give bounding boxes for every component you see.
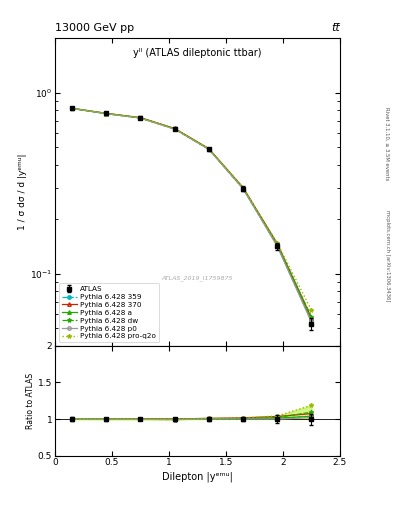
Line: Pythia 6.428 p0: Pythia 6.428 p0 — [70, 106, 313, 324]
Pythia 6.428 p0 — [241, 186, 245, 192]
Pythia 6.428 p0 — [138, 115, 143, 121]
Y-axis label: Ratio to ATLAS: Ratio to ATLAS — [26, 373, 35, 429]
Pythia 6.428 370 — [173, 125, 177, 132]
Pythia 6.428 359 — [173, 126, 177, 132]
Pythia 6.428 pro-q2o — [104, 111, 108, 117]
Pythia 6.428 dw — [207, 146, 211, 153]
Pythia 6.428 a — [241, 185, 245, 191]
Pythia 6.428 359 — [207, 146, 211, 153]
Pythia 6.428 p0 — [104, 111, 108, 117]
Pythia 6.428 a — [104, 111, 108, 117]
Pythia 6.428 359 — [309, 318, 314, 324]
Pythia 6.428 p0 — [207, 146, 211, 153]
Pythia 6.428 dw — [173, 126, 177, 132]
Pythia 6.428 dw — [104, 111, 108, 117]
Line: Pythia 6.428 pro-q2o: Pythia 6.428 pro-q2o — [70, 106, 314, 312]
Pythia 6.428 p0 — [275, 243, 280, 249]
Pythia 6.428 pro-q2o — [241, 184, 245, 190]
Legend: ATLAS, Pythia 6.428 359, Pythia 6.428 370, Pythia 6.428 a, Pythia 6.428 dw, Pyth: ATLAS, Pythia 6.428 359, Pythia 6.428 37… — [59, 283, 159, 342]
Line: Pythia 6.428 359: Pythia 6.428 359 — [70, 106, 313, 323]
Pythia 6.428 p0 — [173, 126, 177, 132]
Text: 13000 GeV pp: 13000 GeV pp — [55, 23, 134, 33]
Pythia 6.428 dw — [275, 242, 280, 248]
Pythia 6.428 pro-q2o — [70, 105, 75, 112]
Pythia 6.428 pro-q2o — [173, 126, 177, 132]
Pythia 6.428 370 — [241, 184, 245, 190]
Text: mcplots.cern.ch [arXiv:1306.3436]: mcplots.cern.ch [arXiv:1306.3436] — [385, 210, 389, 302]
Pythia 6.428 a — [309, 318, 314, 324]
Pythia 6.428 a — [275, 242, 280, 248]
Pythia 6.428 a — [138, 115, 143, 121]
Pythia 6.428 370 — [207, 145, 211, 152]
Pythia 6.428 dw — [138, 115, 143, 121]
Pythia 6.428 359 — [70, 105, 75, 112]
Pythia 6.428 359 — [138, 115, 143, 121]
Pythia 6.428 pro-q2o — [275, 240, 280, 246]
Pythia 6.428 dw — [241, 185, 245, 191]
Pythia 6.428 dw — [309, 313, 314, 319]
Line: Pythia 6.428 a: Pythia 6.428 a — [70, 106, 313, 323]
Pythia 6.428 pro-q2o — [138, 115, 143, 121]
Text: Rivet 3.1.10, ≥ 3.5M events: Rivet 3.1.10, ≥ 3.5M events — [385, 106, 389, 180]
Pythia 6.428 370 — [275, 241, 280, 247]
Text: yᴵᴵ (ATLAS dileptonic ttbar): yᴵᴵ (ATLAS dileptonic ttbar) — [133, 48, 262, 58]
Pythia 6.428 359 — [241, 185, 245, 191]
Pythia 6.428 dw — [70, 105, 75, 112]
Pythia 6.428 359 — [104, 111, 108, 117]
X-axis label: Dilepton |yᵉᵐᵘ|: Dilepton |yᵉᵐᵘ| — [162, 472, 233, 482]
Pythia 6.428 p0 — [309, 319, 314, 325]
Pythia 6.428 370 — [70, 105, 75, 111]
Pythia 6.428 359 — [275, 243, 280, 249]
Pythia 6.428 pro-q2o — [309, 307, 314, 313]
Pythia 6.428 a — [70, 105, 75, 112]
Pythia 6.428 a — [207, 146, 211, 152]
Pythia 6.428 a — [173, 126, 177, 132]
Y-axis label: 1 / σ dσ / d |yᵉᵐᵘ|: 1 / σ dσ / d |yᵉᵐᵘ| — [18, 154, 27, 230]
Text: ATLAS_2019_I1759875: ATLAS_2019_I1759875 — [162, 275, 233, 281]
Text: tt̅: tt̅ — [331, 23, 340, 33]
Line: Pythia 6.428 dw: Pythia 6.428 dw — [70, 106, 314, 319]
Pythia 6.428 370 — [309, 315, 314, 321]
Pythia 6.428 pro-q2o — [207, 146, 211, 152]
Pythia 6.428 370 — [138, 115, 143, 121]
Line: Pythia 6.428 370: Pythia 6.428 370 — [70, 106, 313, 320]
Pythia 6.428 p0 — [70, 105, 75, 112]
Pythia 6.428 370 — [104, 110, 108, 116]
